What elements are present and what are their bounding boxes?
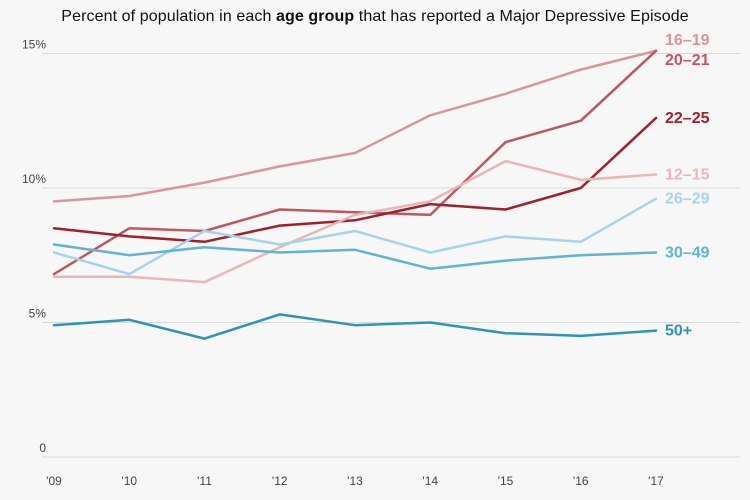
x-tick-label: '17 [648, 474, 664, 488]
series-line [52, 159, 658, 284]
chart-title-emphasis: age group [276, 8, 355, 25]
y-tick-label: 5% [29, 306, 47, 320]
x-tick-label: '15 [498, 474, 514, 488]
series-label: 16–19 [665, 32, 710, 49]
series-line [52, 243, 658, 270]
series-label: 12–15 [665, 167, 710, 184]
series-label: 50+ [665, 323, 692, 340]
chart-title-suffix: that has reported a Major Depressive Epi… [354, 8, 689, 25]
x-axis-ticks: '09 '10 '11 '12 '13 '14 '15 '16 '17 [46, 474, 664, 488]
series-label: 26–29 [665, 191, 710, 208]
x-tick-label: '10 [121, 474, 137, 488]
y-tick-label: 15% [22, 37, 46, 51]
x-tick-label: '13 [347, 474, 363, 488]
series-label: 30–49 [665, 245, 710, 262]
x-tick-label: '11 [197, 474, 212, 488]
series-line [52, 197, 658, 276]
x-tick-label: '16 [573, 474, 589, 488]
y-axis-ticks: 0 5% 10% 15% [22, 37, 46, 455]
series-label: 22–25 [665, 110, 710, 127]
x-tick-label: '14 [422, 474, 438, 488]
y-tick-label: 10% [22, 172, 46, 186]
series-label: 20–21 [665, 52, 710, 69]
gridlines [42, 52, 740, 458]
series-line [52, 116, 658, 244]
series-labels: 16–19 20–21 22–25 12–15 26–29 30–49 50+ [665, 32, 710, 340]
series-lines [52, 49, 658, 340]
x-tick-label: '12 [272, 474, 288, 488]
series-line [52, 313, 658, 340]
series-line [52, 49, 658, 203]
chart-title-prefix: Percent of population in each [61, 8, 276, 25]
x-tick-label: '09 [46, 474, 62, 488]
y-tick-label: 0 [39, 441, 46, 455]
series-line [52, 49, 658, 276]
chart-title: Percent of population in each age group … [0, 8, 750, 26]
